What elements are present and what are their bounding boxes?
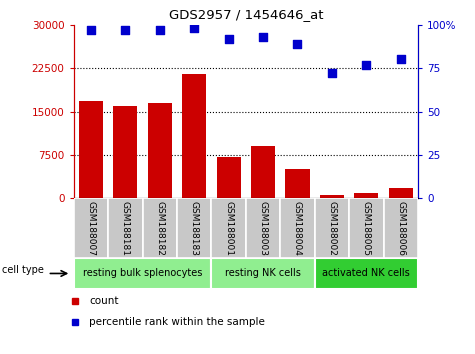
- Text: cell type: cell type: [2, 265, 44, 275]
- Title: GDS2957 / 1454646_at: GDS2957 / 1454646_at: [169, 8, 323, 21]
- Bar: [314, 198, 349, 258]
- Bar: [113, 106, 137, 198]
- Text: activated NK cells: activated NK cells: [323, 268, 410, 279]
- Point: [362, 62, 370, 68]
- Bar: [182, 74, 206, 198]
- Bar: [314, 258, 418, 289]
- Text: GSM188007: GSM188007: [86, 201, 95, 256]
- Point: [397, 57, 405, 62]
- Bar: [74, 258, 211, 289]
- Bar: [211, 198, 246, 258]
- Text: GSM188003: GSM188003: [258, 201, 267, 256]
- Bar: [285, 169, 310, 198]
- Bar: [177, 198, 211, 258]
- Text: GSM188182: GSM188182: [155, 201, 164, 256]
- Bar: [246, 198, 280, 258]
- Text: GSM188001: GSM188001: [224, 201, 233, 256]
- Point: [294, 41, 301, 47]
- Text: GSM188006: GSM188006: [396, 201, 405, 256]
- Point: [328, 70, 336, 76]
- Point: [156, 27, 163, 33]
- Text: resting NK cells: resting NK cells: [225, 268, 301, 279]
- Text: GSM188005: GSM188005: [362, 201, 371, 256]
- Bar: [354, 193, 379, 198]
- Bar: [148, 103, 172, 198]
- Text: GSM188004: GSM188004: [293, 201, 302, 256]
- Bar: [349, 198, 384, 258]
- Bar: [211, 258, 314, 289]
- Bar: [280, 198, 314, 258]
- Text: percentile rank within the sample: percentile rank within the sample: [89, 316, 265, 327]
- Point: [122, 27, 129, 33]
- Text: GSM188183: GSM188183: [190, 201, 199, 256]
- Point: [87, 27, 95, 33]
- Bar: [251, 146, 275, 198]
- Point: [259, 34, 267, 40]
- Text: GSM188181: GSM188181: [121, 201, 130, 256]
- Bar: [79, 101, 103, 198]
- Text: count: count: [89, 296, 118, 307]
- Bar: [217, 156, 241, 198]
- Bar: [108, 198, 142, 258]
- Bar: [384, 198, 418, 258]
- Text: resting bulk splenocytes: resting bulk splenocytes: [83, 268, 202, 279]
- Point: [190, 25, 198, 31]
- Bar: [142, 198, 177, 258]
- Bar: [74, 198, 108, 258]
- Bar: [389, 188, 413, 198]
- Text: GSM188002: GSM188002: [327, 201, 336, 256]
- Point: [225, 36, 232, 41]
- Bar: [320, 195, 344, 198]
